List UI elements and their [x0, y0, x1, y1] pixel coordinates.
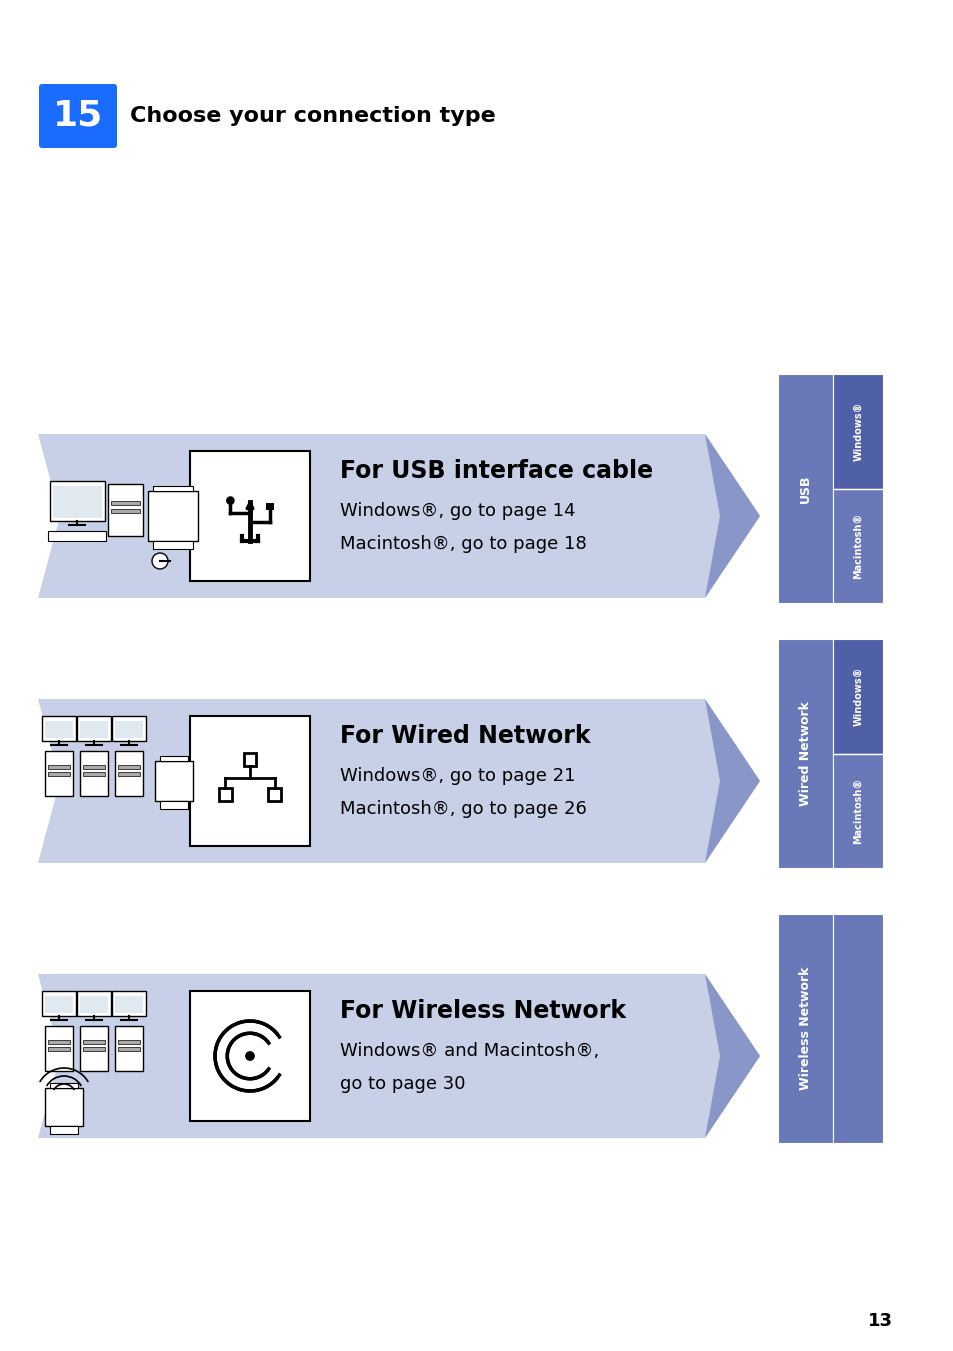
Bar	[160, 801, 188, 809]
Bar	[80, 721, 108, 738]
Bar	[118, 771, 140, 775]
Bar	[50, 1084, 78, 1088]
Bar	[115, 1025, 143, 1071]
Bar	[115, 721, 143, 738]
Bar	[111, 508, 140, 512]
Bar	[832, 754, 882, 867]
Bar	[80, 996, 108, 1013]
Bar	[45, 751, 73, 796]
Bar	[83, 1040, 105, 1044]
Text: For Wired Network: For Wired Network	[339, 724, 590, 748]
Bar	[48, 771, 70, 775]
Bar	[53, 486, 102, 517]
Bar	[77, 992, 111, 1016]
Polygon shape	[704, 974, 760, 1138]
Bar	[778, 915, 832, 1143]
Bar	[42, 716, 76, 740]
Bar	[154, 761, 193, 801]
Bar	[832, 489, 882, 603]
Polygon shape	[38, 698, 760, 863]
Bar	[118, 1040, 140, 1044]
Bar	[832, 374, 882, 489]
Bar	[268, 788, 280, 801]
Bar	[244, 754, 256, 766]
Bar	[190, 451, 310, 581]
Bar	[832, 639, 882, 754]
Circle shape	[152, 553, 168, 569]
Polygon shape	[704, 434, 760, 598]
Bar	[45, 996, 73, 1013]
Text: For Wireless Network: For Wireless Network	[339, 998, 625, 1023]
Bar	[190, 716, 310, 846]
Bar	[832, 915, 882, 1143]
Bar	[45, 1088, 83, 1125]
Text: Windows®: Windows®	[852, 401, 862, 461]
Bar	[190, 992, 310, 1121]
Circle shape	[227, 497, 233, 504]
Text: 13: 13	[866, 1312, 892, 1329]
Text: For USB interface cable: For USB interface cable	[339, 459, 653, 484]
FancyBboxPatch shape	[39, 84, 117, 149]
Bar	[115, 751, 143, 796]
Text: Macintosh®: Macintosh®	[852, 778, 862, 844]
Bar	[112, 992, 146, 1016]
Bar	[48, 1040, 70, 1044]
Bar	[77, 716, 111, 740]
Bar	[80, 1025, 108, 1071]
Text: go to page 30: go to page 30	[339, 1075, 465, 1093]
Bar	[115, 996, 143, 1013]
Bar	[50, 481, 105, 521]
Bar	[152, 486, 193, 490]
Text: USB: USB	[799, 474, 811, 503]
Bar	[83, 765, 105, 769]
Bar	[111, 501, 140, 505]
Bar	[108, 484, 143, 536]
Bar	[83, 771, 105, 775]
Text: Wired Network: Wired Network	[799, 701, 811, 807]
Text: Macintosh®: Macintosh®	[852, 512, 862, 578]
Bar	[80, 751, 108, 796]
Bar	[48, 765, 70, 769]
Bar	[50, 1125, 78, 1133]
Text: Windows®, go to page 21: Windows®, go to page 21	[339, 767, 575, 785]
Bar	[778, 374, 832, 603]
Text: Wireless Network: Wireless Network	[799, 967, 811, 1090]
Bar	[112, 716, 146, 740]
Text: Choose your connection type: Choose your connection type	[130, 105, 496, 126]
Circle shape	[246, 1052, 253, 1061]
Text: 15: 15	[52, 99, 103, 132]
Polygon shape	[38, 974, 760, 1138]
Text: Windows®, go to page 14: Windows®, go to page 14	[339, 503, 575, 520]
Bar	[152, 540, 193, 549]
Text: Windows® and Macintosh®,: Windows® and Macintosh®,	[339, 1042, 598, 1061]
Bar	[778, 639, 832, 867]
Polygon shape	[38, 434, 760, 598]
Bar	[48, 1047, 70, 1051]
Bar	[118, 1047, 140, 1051]
Bar	[48, 531, 106, 540]
Bar	[118, 765, 140, 769]
Bar	[160, 757, 188, 761]
Polygon shape	[704, 698, 760, 863]
Bar	[45, 721, 73, 738]
Text: Macintosh®, go to page 26: Macintosh®, go to page 26	[339, 800, 586, 817]
Bar	[148, 490, 198, 540]
Bar	[42, 992, 76, 1016]
Bar	[219, 788, 232, 801]
Bar	[266, 503, 274, 509]
Bar	[83, 1047, 105, 1051]
Text: Windows®: Windows®	[852, 666, 862, 725]
Text: Macintosh®, go to page 18: Macintosh®, go to page 18	[339, 535, 586, 553]
Bar	[45, 1025, 73, 1071]
